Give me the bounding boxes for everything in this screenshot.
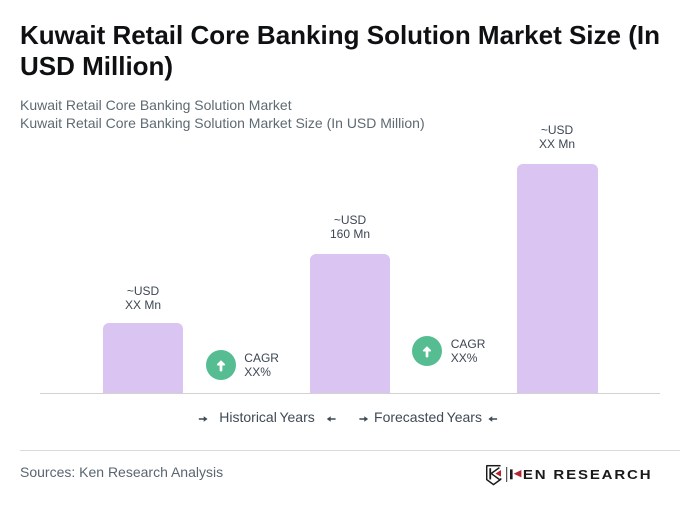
svg-text:EN RESEARCH: EN RESEARCH — [523, 467, 653, 482]
